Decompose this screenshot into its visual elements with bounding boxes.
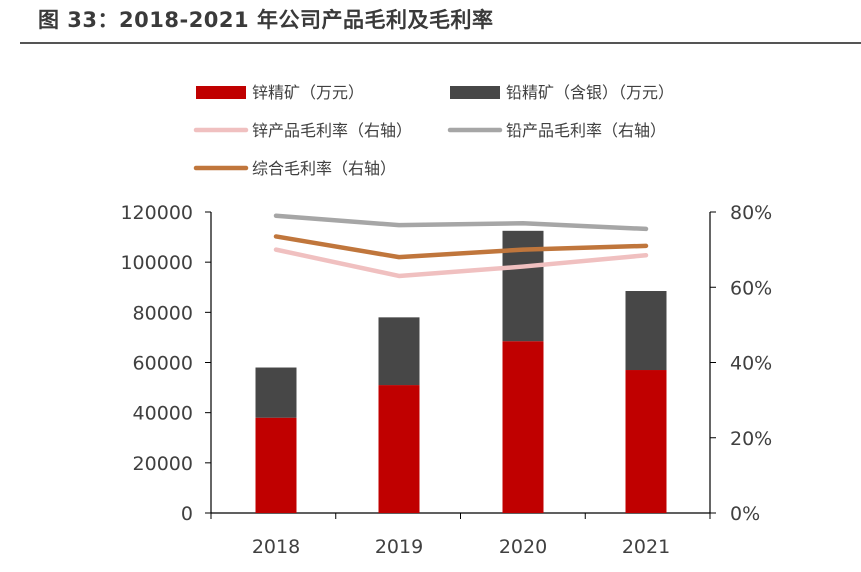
y-tick-left-label: 20000 bbox=[133, 453, 193, 475]
y-tick-right-label: 80% bbox=[730, 202, 772, 224]
bar-lead-concentrate bbox=[378, 317, 420, 386]
line-zinc-margin bbox=[273, 247, 649, 279]
lines bbox=[273, 213, 649, 279]
y-tick-left-label: 120000 bbox=[120, 202, 193, 224]
bar-zinc-concentrate bbox=[502, 341, 544, 513]
legend: 锌精矿（万元） 铅精矿（含银）（万元） 锌产品毛利率（右轴） 铅产品毛利率（右轴） 综合… bbox=[193, 83, 674, 178]
x-tick-label: 2018 bbox=[252, 536, 300, 558]
y-tick-left-label: 100000 bbox=[120, 252, 193, 274]
y-tick-right-label: 20% bbox=[730, 428, 772, 450]
legend-lead-concentrate-label: 铅精矿（含银）（万元） bbox=[506, 83, 674, 102]
legend-lead-concentrate-swatch bbox=[450, 86, 500, 99]
y-tick-left-label: 0 bbox=[181, 503, 193, 525]
legend-zinc-margin-label: 锌产品毛利率（右轴） bbox=[252, 121, 412, 140]
line-overall-margin bbox=[273, 234, 649, 260]
y-tick-left-label: 80000 bbox=[133, 302, 193, 324]
legend-lead-margin-label: 铅产品毛利率（右轴） bbox=[506, 121, 666, 140]
y-tick-right-label: 0% bbox=[730, 503, 760, 525]
figure-title: 图 33：2018-2021 年公司产品毛利及毛利率 bbox=[38, 8, 494, 32]
y-tick-right-label: 60% bbox=[730, 277, 772, 299]
bar-zinc-concentrate bbox=[255, 417, 297, 513]
bar-lead-concentrate bbox=[625, 291, 667, 371]
bar-zinc-concentrate bbox=[378, 385, 420, 513]
title-divider bbox=[20, 42, 861, 44]
axes: 0 20000 40000 60000 80000 100000 120000 0% 20% 40… bbox=[120, 202, 772, 558]
legend-overall-margin-label: 综合毛利率（右轴） bbox=[252, 159, 396, 178]
bar-lead-concentrate bbox=[255, 367, 297, 418]
x-tick-label: 2019 bbox=[375, 536, 423, 558]
line-lead-margin bbox=[273, 213, 649, 232]
y-tick-left-label: 40000 bbox=[133, 403, 193, 425]
bar-zinc-concentrate bbox=[625, 370, 667, 513]
y-tick-left-label: 60000 bbox=[133, 353, 193, 375]
x-tick-label: 2020 bbox=[499, 536, 547, 558]
legend-zinc-concentrate-label: 锌精矿（万元） bbox=[252, 83, 364, 102]
y-tick-right-label: 40% bbox=[730, 353, 772, 375]
x-tick-label: 2021 bbox=[622, 536, 670, 558]
legend-zinc-concentrate-swatch bbox=[196, 86, 246, 99]
